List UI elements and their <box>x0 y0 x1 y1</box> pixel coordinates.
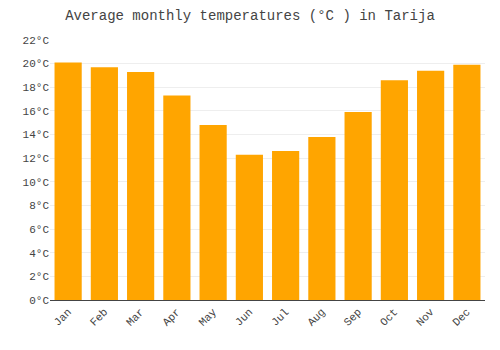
svg-text:May: May <box>197 306 220 329</box>
svg-text:2°C: 2°C <box>29 271 49 283</box>
svg-text:Jan: Jan <box>52 306 74 328</box>
svg-text:Feb: Feb <box>88 306 110 328</box>
svg-text:8°C: 8°C <box>29 200 49 212</box>
svg-text:12°C: 12°C <box>23 153 50 165</box>
svg-text:Dec: Dec <box>450 306 472 328</box>
svg-text:Jul: Jul <box>269 306 291 328</box>
svg-text:Jun: Jun <box>233 306 255 328</box>
svg-text:Oct: Oct <box>378 306 400 328</box>
svg-text:Nov: Nov <box>414 306 437 329</box>
svg-text:Aug: Aug <box>305 306 327 328</box>
svg-text:10°C: 10°C <box>23 177 50 189</box>
svg-text:22°C: 22°C <box>23 35 50 47</box>
svg-text:14°C: 14°C <box>23 129 50 141</box>
svg-text:16°C: 16°C <box>23 106 50 118</box>
svg-text:Apr: Apr <box>160 306 182 328</box>
svg-text:Mar: Mar <box>124 306 146 328</box>
svg-text:Sep: Sep <box>342 306 364 328</box>
svg-text:4°C: 4°C <box>29 248 49 260</box>
svg-text:0°C: 0°C <box>29 295 49 307</box>
svg-text:20°C: 20°C <box>23 58 50 70</box>
svg-text:Average monthly temperatures (: Average monthly temperatures (°C ) in Ta… <box>65 8 435 24</box>
svg-text:6°C: 6°C <box>29 224 49 236</box>
svg-text:18°C: 18°C <box>23 82 50 94</box>
